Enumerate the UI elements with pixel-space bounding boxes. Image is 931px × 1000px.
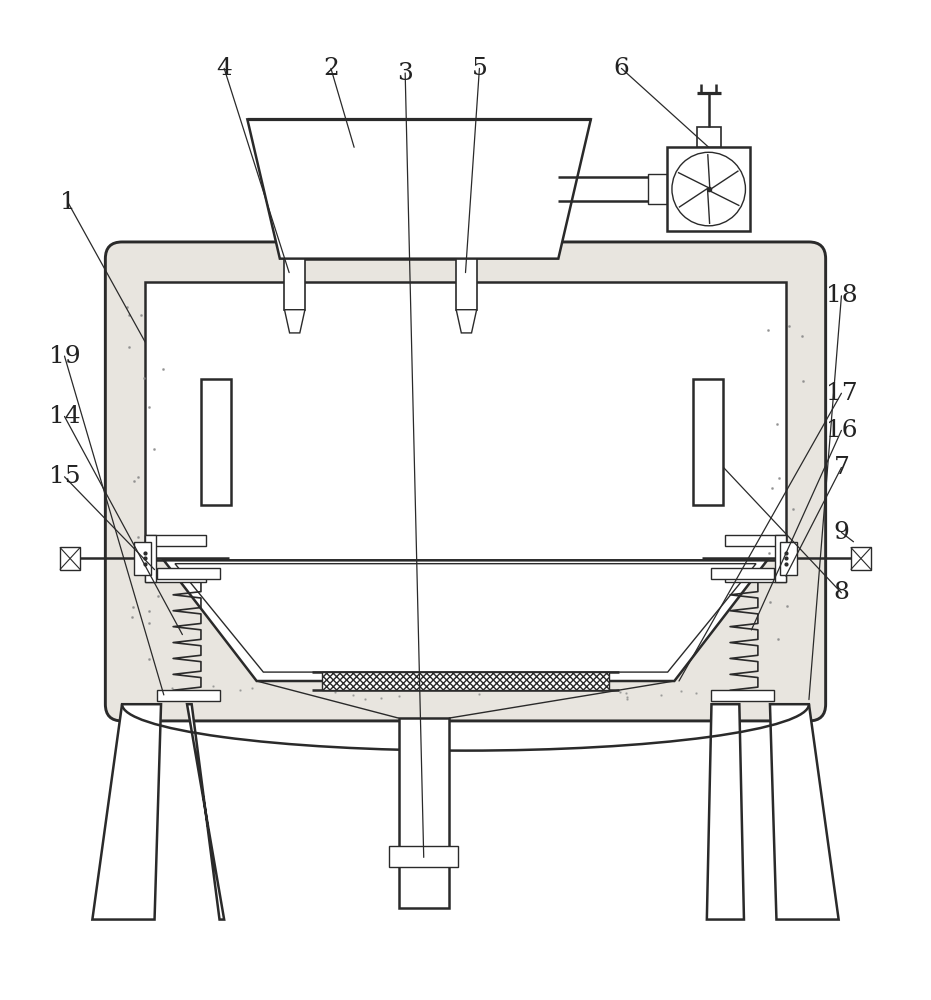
Bar xyxy=(851,547,871,570)
Bar xyxy=(696,127,721,147)
Text: 9: 9 xyxy=(833,521,849,544)
Text: 14: 14 xyxy=(48,405,80,428)
Text: 18: 18 xyxy=(826,284,857,307)
Polygon shape xyxy=(187,704,224,920)
FancyBboxPatch shape xyxy=(105,242,826,721)
Bar xyxy=(145,535,206,546)
Text: 1: 1 xyxy=(61,191,76,214)
Polygon shape xyxy=(92,704,161,920)
Bar xyxy=(201,379,231,505)
Bar xyxy=(398,718,449,908)
Bar xyxy=(710,690,774,701)
Text: 4: 4 xyxy=(216,57,232,80)
Bar xyxy=(725,535,786,546)
Polygon shape xyxy=(456,310,477,333)
Polygon shape xyxy=(248,119,591,259)
Bar xyxy=(693,379,722,505)
Text: 6: 6 xyxy=(614,57,629,80)
Polygon shape xyxy=(707,704,744,920)
Text: 5: 5 xyxy=(471,57,487,80)
Bar xyxy=(389,846,458,867)
Bar xyxy=(157,568,221,579)
Bar xyxy=(157,690,221,701)
Text: 16: 16 xyxy=(826,419,857,442)
Text: 8: 8 xyxy=(833,581,849,604)
Text: 7: 7 xyxy=(833,456,849,479)
Bar xyxy=(145,571,206,582)
Text: 15: 15 xyxy=(48,465,80,488)
Bar xyxy=(648,174,667,204)
Polygon shape xyxy=(285,310,305,333)
Text: 3: 3 xyxy=(398,62,413,85)
Text: 2: 2 xyxy=(323,57,339,80)
Bar xyxy=(285,259,305,310)
Polygon shape xyxy=(770,704,839,920)
Bar xyxy=(456,259,477,310)
Bar xyxy=(321,672,610,690)
Bar xyxy=(145,282,786,560)
Text: 19: 19 xyxy=(48,345,80,368)
Text: 17: 17 xyxy=(826,382,857,405)
Bar xyxy=(780,542,797,575)
Bar xyxy=(667,147,750,231)
Bar xyxy=(775,535,786,582)
Bar xyxy=(60,547,80,570)
Bar xyxy=(725,571,786,582)
Bar xyxy=(134,542,151,575)
Polygon shape xyxy=(164,560,767,681)
Bar xyxy=(710,568,774,579)
Bar xyxy=(145,535,156,582)
